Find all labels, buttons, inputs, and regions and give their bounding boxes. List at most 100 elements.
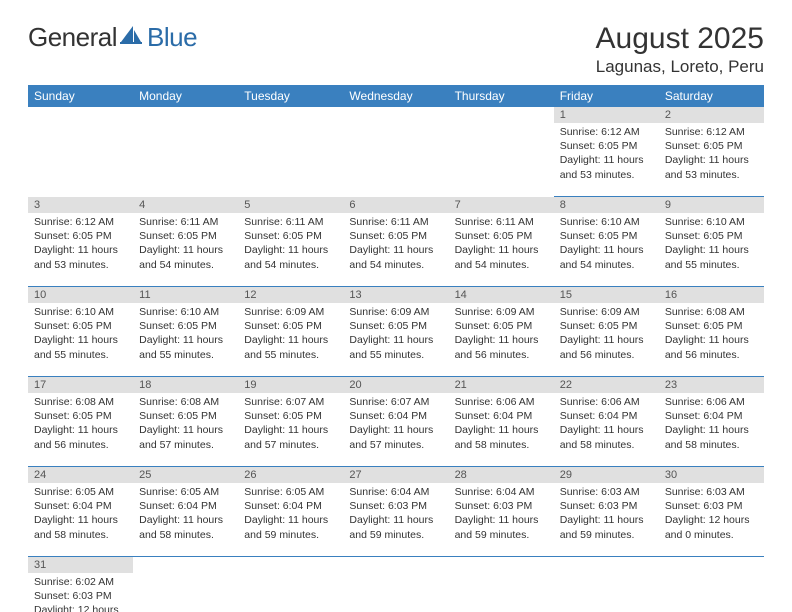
location: Lagunas, Loreto, Peru <box>596 57 764 77</box>
sunrise-line: Sunrise: 6:12 AM <box>560 125 653 139</box>
day-number-cell: 25 <box>133 467 238 484</box>
day-body-cell: Sunrise: 6:09 AMSunset: 6:05 PMDaylight:… <box>449 303 554 377</box>
daylight-line: Daylight: 11 hours and 58 minutes. <box>665 423 758 451</box>
sunrise-line: Sunrise: 6:10 AM <box>665 215 758 229</box>
day-number-cell: 13 <box>343 287 448 304</box>
daylight-line: Daylight: 11 hours and 53 minutes. <box>560 153 653 181</box>
daylight-line: Daylight: 12 hours and 0 minutes. <box>34 603 127 612</box>
sunrise-line: Sunrise: 6:05 AM <box>139 485 232 499</box>
daylight-line: Daylight: 11 hours and 57 minutes. <box>139 423 232 451</box>
sunrise-line: Sunrise: 6:08 AM <box>139 395 232 409</box>
day-number-cell: 23 <box>659 377 764 394</box>
day-body-cell: Sunrise: 6:04 AMSunset: 6:03 PMDaylight:… <box>449 483 554 557</box>
day-number-cell: 1 <box>554 107 659 123</box>
daylight-line: Daylight: 11 hours and 56 minutes. <box>455 333 548 361</box>
day-body-cell: Sunrise: 6:06 AMSunset: 6:04 PMDaylight:… <box>659 393 764 467</box>
daylight-line: Daylight: 12 hours and 0 minutes. <box>665 513 758 541</box>
daylight-line: Daylight: 11 hours and 54 minutes. <box>455 243 548 271</box>
day-number-cell: 18 <box>133 377 238 394</box>
day-number-cell: 31 <box>28 557 133 574</box>
day-number-cell: 8 <box>554 197 659 214</box>
weekday-header: Friday <box>554 85 659 107</box>
day-body-cell <box>343 573 448 612</box>
day-number-cell: 30 <box>659 467 764 484</box>
sunrise-line: Sunrise: 6:09 AM <box>560 305 653 319</box>
daylight-line: Daylight: 11 hours and 54 minutes. <box>560 243 653 271</box>
day-number-cell <box>133 557 238 574</box>
daylight-line: Daylight: 11 hours and 56 minutes. <box>665 333 758 361</box>
sunrise-line: Sunrise: 6:04 AM <box>349 485 442 499</box>
day-number-cell <box>28 107 133 123</box>
day-number-row: 31 <box>28 557 764 574</box>
month-title: August 2025 <box>596 22 764 55</box>
sunset-line: Sunset: 6:03 PM <box>560 499 653 513</box>
sunset-line: Sunset: 6:04 PM <box>349 409 442 423</box>
logo-text-blue: Blue <box>147 22 197 53</box>
day-number-row: 10111213141516 <box>28 287 764 304</box>
day-number-cell <box>133 107 238 123</box>
day-body-cell: Sunrise: 6:05 AMSunset: 6:04 PMDaylight:… <box>238 483 343 557</box>
weekday-header: Sunday <box>28 85 133 107</box>
daylight-line: Daylight: 11 hours and 57 minutes. <box>349 423 442 451</box>
sunrise-line: Sunrise: 6:06 AM <box>665 395 758 409</box>
day-body-cell <box>28 123 133 197</box>
day-number-cell: 6 <box>343 197 448 214</box>
sunset-line: Sunset: 6:05 PM <box>665 229 758 243</box>
day-body-cell: Sunrise: 6:04 AMSunset: 6:03 PMDaylight:… <box>343 483 448 557</box>
sunset-line: Sunset: 6:04 PM <box>665 409 758 423</box>
title-block: August 2025 Lagunas, Loreto, Peru <box>596 22 764 77</box>
logo-text-general: General <box>28 22 117 53</box>
day-body-cell <box>133 573 238 612</box>
sunrise-line: Sunrise: 6:11 AM <box>455 215 548 229</box>
sunrise-line: Sunrise: 6:05 AM <box>34 485 127 499</box>
daylight-line: Daylight: 11 hours and 59 minutes. <box>349 513 442 541</box>
day-body-cell <box>659 573 764 612</box>
day-number-cell: 15 <box>554 287 659 304</box>
daylight-line: Daylight: 11 hours and 59 minutes. <box>455 513 548 541</box>
daylight-line: Daylight: 11 hours and 59 minutes. <box>560 513 653 541</box>
sunrise-line: Sunrise: 6:10 AM <box>560 215 653 229</box>
day-number-cell <box>343 107 448 123</box>
day-number-cell: 19 <box>238 377 343 394</box>
weekday-header: Monday <box>133 85 238 107</box>
sunrise-line: Sunrise: 6:12 AM <box>34 215 127 229</box>
day-number-row: 12 <box>28 107 764 123</box>
day-body-cell: Sunrise: 6:10 AMSunset: 6:05 PMDaylight:… <box>133 303 238 377</box>
day-body-cell: Sunrise: 6:11 AMSunset: 6:05 PMDaylight:… <box>449 213 554 287</box>
sunset-line: Sunset: 6:05 PM <box>665 139 758 153</box>
sunset-line: Sunset: 6:05 PM <box>455 229 548 243</box>
day-body-cell: Sunrise: 6:09 AMSunset: 6:05 PMDaylight:… <box>554 303 659 377</box>
sunset-line: Sunset: 6:05 PM <box>560 139 653 153</box>
daylight-line: Daylight: 11 hours and 56 minutes. <box>34 423 127 451</box>
sunrise-line: Sunrise: 6:06 AM <box>455 395 548 409</box>
sunset-line: Sunset: 6:05 PM <box>244 229 337 243</box>
day-number-cell: 20 <box>343 377 448 394</box>
sunset-line: Sunset: 6:04 PM <box>455 409 548 423</box>
daylight-line: Daylight: 11 hours and 55 minutes. <box>665 243 758 271</box>
day-body-cell: Sunrise: 6:03 AMSunset: 6:03 PMDaylight:… <box>659 483 764 557</box>
day-number-cell: 21 <box>449 377 554 394</box>
day-body-row: Sunrise: 6:08 AM Sunset: 6:05 PM Daylight:… <box>28 393 764 467</box>
day-number-cell: 22 <box>554 377 659 394</box>
day-body-cell <box>554 573 659 612</box>
day-body-cell <box>238 123 343 197</box>
day-body-cell: Sunrise: 6:11 AMSunset: 6:05 PMDaylight:… <box>343 213 448 287</box>
day-body-cell <box>343 123 448 197</box>
sunset-line: Sunset: 6:05 PM <box>349 229 442 243</box>
daylight-line: Daylight: 11 hours and 56 minutes. <box>560 333 653 361</box>
sunrise-line: Sunrise: 6:09 AM <box>455 305 548 319</box>
sunset-line: Sunset: 6:05 PM <box>455 319 548 333</box>
sunset-line: Sunset: 6:05 PM <box>244 319 337 333</box>
sunrise-line: Sunrise: 6:06 AM <box>560 395 653 409</box>
sunset-line: Sunset: 6:04 PM <box>34 499 127 513</box>
logo: General Blue <box>28 22 197 53</box>
sunset-line: Sunset: 6:05 PM <box>244 409 337 423</box>
sunrise-line: Sunrise: 6:03 AM <box>560 485 653 499</box>
day-number-cell: 27 <box>343 467 448 484</box>
sunset-line: Sunset: 6:04 PM <box>560 409 653 423</box>
day-body-cell: Sunrise: 6:08 AMSunset: 6:05 PMDaylight:… <box>28 393 133 467</box>
sunrise-line: Sunrise: 6:08 AM <box>34 395 127 409</box>
day-number-cell: 17 <box>28 377 133 394</box>
weekday-header: Saturday <box>659 85 764 107</box>
day-body-cell <box>449 123 554 197</box>
